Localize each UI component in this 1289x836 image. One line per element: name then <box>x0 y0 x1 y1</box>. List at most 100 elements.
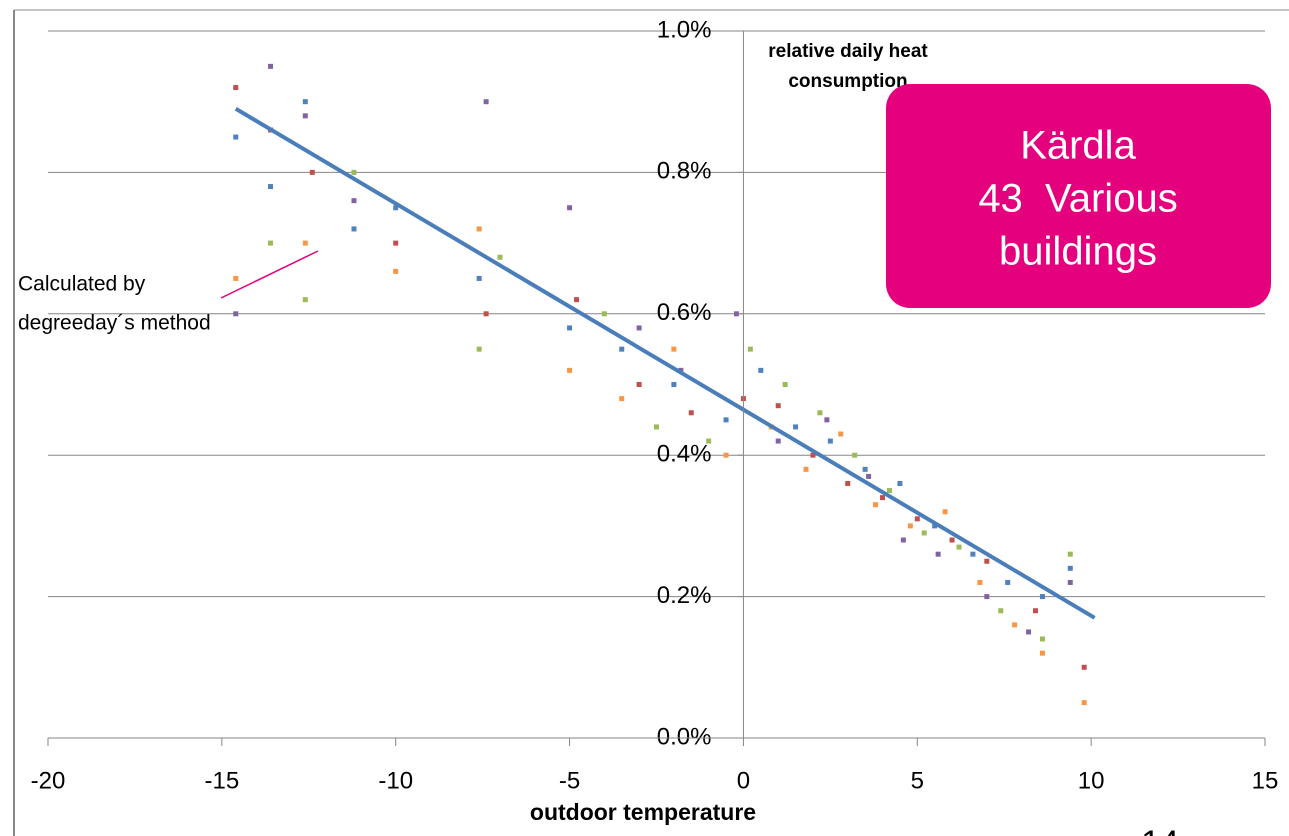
scatter-point <box>984 594 990 600</box>
scatter-point <box>393 268 399 274</box>
scatter-point <box>873 502 879 508</box>
scatter-point <box>723 417 729 423</box>
trendline <box>234 107 1096 620</box>
y-tick-label: 0.4% <box>657 441 712 468</box>
scatter-point <box>636 382 642 387</box>
note: Calculated by <box>18 273 146 296</box>
scatter-point <box>817 410 823 416</box>
scatter-point <box>845 480 851 486</box>
x-tick-label: 15 <box>1252 767 1279 794</box>
scatter-point <box>886 488 892 494</box>
scatter-point <box>747 346 753 352</box>
scatter-point <box>921 530 927 536</box>
scatter-point <box>824 417 830 423</box>
scatter-point <box>932 523 938 529</box>
scatter-point <box>233 85 239 91</box>
scatter-point <box>998 608 1004 614</box>
box-text: 43 Various <box>978 177 1177 221</box>
scatter-point <box>1005 579 1011 585</box>
scatter-point <box>302 240 308 246</box>
scatter-point <box>233 134 239 140</box>
scatter-point <box>574 297 580 303</box>
scatter-point <box>1067 579 1073 585</box>
grid <box>48 30 1265 598</box>
scatter-point <box>268 240 274 246</box>
scatter-point <box>852 452 858 458</box>
y-tick-label: 0.0% <box>657 723 712 750</box>
x-tick-label: 10 <box>1078 767 1105 794</box>
scatter-point <box>1026 629 1032 635</box>
scatter-point <box>619 396 625 402</box>
scatter-point <box>723 452 729 458</box>
scatter-point <box>1033 608 1039 614</box>
scatter-point <box>351 169 357 175</box>
scatter-point <box>476 346 482 352</box>
scatter-point <box>949 537 955 543</box>
scatter-point <box>977 579 983 585</box>
scatter-point <box>476 226 482 232</box>
scatter-point <box>351 198 357 204</box>
x-axis-title: outdoor temperature <box>530 799 756 825</box>
scatter-point <box>880 495 886 501</box>
scatter-point <box>1012 622 1018 628</box>
scatter-point <box>900 537 906 543</box>
annotation-box <box>886 84 1271 308</box>
scatter-point <box>636 325 642 331</box>
scatter-point <box>1039 636 1045 642</box>
x-tick-label: -20 <box>31 767 66 794</box>
scatter-point <box>866 473 872 479</box>
scatter-point <box>907 523 913 529</box>
scatter-point <box>862 466 868 472</box>
scatter-point <box>476 275 482 281</box>
scatter-point <box>268 184 274 190</box>
note-pointer <box>220 250 319 299</box>
scatter-point <box>1039 650 1045 656</box>
scatter-point <box>567 205 573 211</box>
x-tick-label: -15 <box>205 767 240 794</box>
scatter-point <box>827 438 833 444</box>
scatter-point <box>793 424 799 430</box>
scatter-point <box>775 403 781 409</box>
scatter-point <box>302 113 308 119</box>
scatter-point <box>268 63 274 69</box>
y-axis-title: relative daily heat <box>768 41 928 62</box>
y-tick-label: 0.8% <box>657 158 712 185</box>
scatter-point <box>1067 565 1073 571</box>
scatter-point <box>838 431 844 437</box>
scatter-point <box>619 346 625 352</box>
scatter-point <box>483 99 489 105</box>
y-axis-title: consumption <box>788 71 907 92</box>
scatter-point <box>483 311 489 317</box>
scatter-points <box>233 63 1096 706</box>
y-tick-label: 0.6% <box>657 299 712 326</box>
scatter-point <box>233 311 239 317</box>
scatter-point <box>984 558 990 564</box>
scatter-point <box>351 226 357 232</box>
scatter-point <box>956 544 962 550</box>
scatter-point <box>1081 700 1087 706</box>
scatter-point <box>942 509 948 515</box>
y-tick-label: 1.0% <box>657 16 712 43</box>
scatter-point <box>758 367 764 373</box>
scatter-point <box>1067 551 1073 557</box>
scatter-point <box>914 516 920 522</box>
y-tick-label: 0.2% <box>657 582 712 609</box>
scatter-point <box>810 452 816 458</box>
scatter-point <box>1081 664 1087 670</box>
scatter-point <box>706 438 712 444</box>
scatter-point <box>497 254 503 260</box>
scatter-point <box>733 311 739 317</box>
page-number: 14 <box>1141 824 1179 836</box>
scatter-point <box>970 551 976 557</box>
scatter-point <box>393 240 399 246</box>
scatter-point <box>302 99 308 105</box>
box-text: buildings <box>999 230 1157 274</box>
note: degreeday´s method <box>18 312 211 335</box>
scatter-point <box>688 410 694 416</box>
x-tick-label: -10 <box>378 767 413 794</box>
scatter-point <box>671 346 677 352</box>
scatter-point <box>897 480 903 486</box>
scatter-point <box>782 382 788 387</box>
